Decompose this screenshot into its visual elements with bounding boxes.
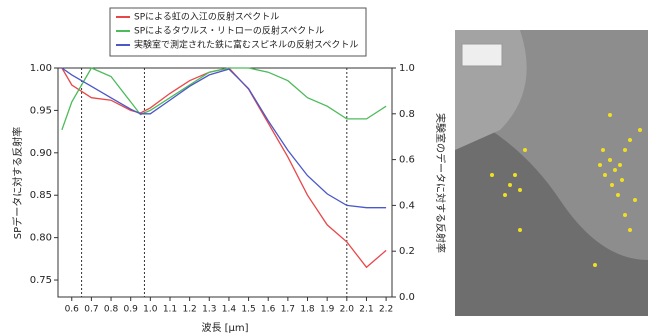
legend-label: 実験室で測定された鉄に富むスピネルの反射スペクトル (134, 39, 358, 51)
y2-tick-label: 0.4 (399, 200, 415, 211)
y-tick-label: 1.00 (30, 63, 52, 74)
x-tick-label: 2.0 (340, 305, 355, 315)
x-tick-label: 2.1 (359, 305, 373, 315)
x-tick-label: 2.2 (379, 305, 393, 315)
y-tick-label: 0.95 (30, 105, 52, 116)
y-tick-label: 0.85 (30, 190, 52, 201)
x-tick-label: 1.5 (241, 305, 255, 315)
x-tick-label: 1.3 (202, 305, 216, 315)
plot-frame (57, 67, 393, 298)
x-tick-label: 1.2 (182, 305, 196, 315)
legend-label: SPによる虹の入江の反射スペクトル (134, 11, 279, 23)
x-tick-label: 0.6 (65, 305, 80, 315)
x-tick-label: 1.7 (281, 305, 295, 315)
series-line (61, 67, 387, 209)
series-line (61, 67, 387, 131)
x-tick-label: 1.9 (320, 305, 335, 315)
x-tick-label: 0.7 (84, 305, 98, 315)
x-tick-label: 1.6 (261, 305, 276, 315)
y2-tick-label: 0.6 (399, 155, 415, 166)
x-tick-label: 1.1 (163, 305, 177, 315)
x-axis-label: 波長 [μm] (201, 321, 248, 334)
y-tick-label: 0.80 (30, 233, 52, 244)
legend (109, 7, 367, 57)
x-tick-label: 0.8 (104, 305, 119, 315)
y-axis-label: SPデータに対する反射率 (11, 127, 24, 239)
x-tick-label: 1.0 (143, 305, 158, 315)
y2-tick-label: 0.8 (399, 109, 415, 120)
x-tick-label: 1.4 (222, 305, 237, 315)
y-tick-label: 0.90 (30, 148, 52, 159)
y2-tick-label: 1.0 (399, 63, 415, 74)
y-tick-label: 0.75 (30, 275, 52, 286)
y2-axis-label: 実験室のデータに対する反射率 (434, 113, 447, 253)
image-label-box (461, 43, 503, 67)
legend-label: SPによるタウルス・リトローの反射スペクトル (134, 25, 324, 37)
y2-tick-label: 0.0 (399, 292, 415, 303)
markers (490, 113, 642, 267)
moon-image (455, 30, 648, 316)
image-shade (455, 110, 648, 316)
y2-tick-label: 0.2 (399, 246, 415, 257)
x-tick-label: 1.8 (300, 305, 315, 315)
x-tick-label: 0.9 (124, 305, 139, 315)
